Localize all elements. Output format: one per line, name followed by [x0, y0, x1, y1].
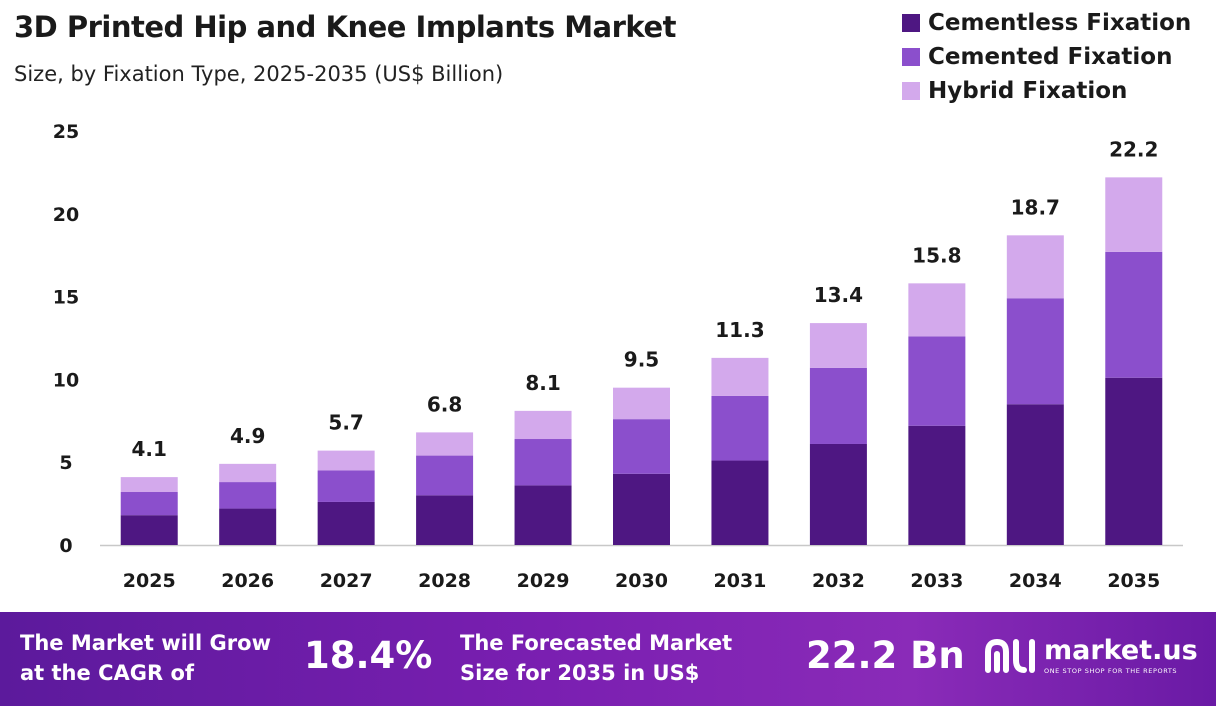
x-tick-label: 2033 [910, 570, 963, 592]
y-tick-label: 5 [59, 452, 72, 474]
footer-banner: The Market will Grow at the CAGR of 18.4… [0, 612, 1216, 706]
bar-segment-cementless-fixation [416, 495, 474, 545]
legend-label-cemented: Cemented Fixation [928, 44, 1173, 70]
bar-total-label: 15.8 [912, 243, 961, 267]
bar-segment-cementless-fixation [613, 473, 670, 545]
y-tick-label: 10 [53, 369, 79, 391]
bar-segment-cementless-fixation [317, 501, 375, 545]
chart-title: 3D Printed Hip and Knee Implants Market [14, 10, 676, 44]
bar-segment-cementless-fixation [219, 508, 277, 545]
bar-total-label: 13.4 [814, 283, 863, 307]
bar-segment-cemented-fixation [219, 482, 277, 509]
bar-segment-cemented-fixation [416, 455, 474, 496]
x-tick-label: 2029 [517, 570, 570, 592]
bar-segment-hybrid-fixation [120, 477, 178, 493]
legend-item-hybrid: Hybrid Fixation [902, 74, 1191, 108]
x-tick-label: 2034 [1009, 570, 1062, 592]
bar-total-label: 5.7 [328, 411, 363, 435]
bar-segment-cemented-fixation [1006, 298, 1064, 405]
bar-segment-cementless-fixation [809, 443, 867, 545]
bar-segment-hybrid-fixation [809, 323, 867, 368]
bar-segment-cemented-fixation [809, 367, 867, 444]
bar-segment-cemented-fixation [317, 470, 375, 502]
legend-label-cementless: Cementless Fixation [928, 10, 1192, 36]
legend-item-cementless: Cementless Fixation [902, 6, 1191, 40]
cagr-label-line1: The Market will Grow [20, 631, 271, 655]
bar-segment-hybrid-fixation [1006, 235, 1064, 299]
x-tick-label: 2025 [123, 570, 176, 592]
legend-swatch-cementless [902, 14, 920, 32]
x-tick-label: 2032 [812, 570, 865, 592]
bar-total-label: 4.1 [132, 437, 167, 461]
x-tick-label: 2027 [320, 570, 373, 592]
chart-subtitle: Size, by Fixation Type, 2025-2035 (US$ B… [14, 62, 504, 86]
bar-segment-hybrid-fixation [317, 450, 375, 471]
brand-name: market.us [1044, 635, 1198, 666]
bar-segment-hybrid-fixation [416, 432, 474, 456]
bar-segment-hybrid-fixation [514, 410, 572, 440]
bar-total-label: 6.8 [427, 392, 462, 416]
cagr-value: 18.4% [304, 634, 433, 677]
bar-total-label: 8.1 [525, 371, 560, 395]
bar-total-label: 11.3 [715, 318, 764, 342]
legend: Cementless Fixation Cemented Fixation Hy… [902, 6, 1191, 108]
bar-segment-hybrid-fixation [219, 463, 277, 483]
forecast-label: The Forecasted Market Size for 2035 in U… [460, 628, 732, 688]
bar-segment-cemented-fixation [1105, 251, 1163, 378]
bar-total-label: 18.7 [1011, 195, 1060, 219]
bar-segment-hybrid-fixation [613, 387, 670, 420]
bar-total-label: 9.5 [624, 348, 659, 372]
bar-segment-hybrid-fixation [711, 357, 769, 396]
bar-segment-cemented-fixation [908, 336, 966, 426]
bar-segment-hybrid-fixation [908, 283, 966, 337]
bar-total-label: 4.9 [230, 424, 265, 448]
brand-tagline: ONE STOP SHOP FOR THE REPORTS [1044, 667, 1178, 675]
brand-logo: market.us ONE STOP SHOP FOR THE REPORTS [984, 636, 1198, 676]
forecast-label-line2: Size for 2035 in US$ [460, 661, 700, 685]
x-tick-label: 2028 [418, 570, 471, 592]
x-tick-label: 2035 [1107, 570, 1160, 592]
bar-segment-cementless-fixation [120, 515, 178, 545]
forecast-label-line1: The Forecasted Market [460, 631, 733, 655]
bar-total-label: 22.2 [1109, 137, 1158, 161]
y-tick-label: 25 [53, 121, 79, 143]
legend-label-hybrid: Hybrid Fixation [928, 78, 1128, 104]
y-tick-label: 0 [59, 535, 72, 557]
cagr-label-line2: at the CAGR of [20, 661, 195, 685]
forecast-value: 22.2 Bn [806, 634, 965, 677]
bar-chart: 05101520254.120254.920265.720276.820288.… [53, 121, 1183, 592]
legend-swatch-hybrid [902, 82, 920, 100]
x-tick-label: 2031 [714, 570, 767, 592]
bar-segment-cementless-fixation [1105, 377, 1163, 545]
bar-segment-cementless-fixation [514, 485, 572, 545]
legend-item-cemented: Cemented Fixation [902, 40, 1191, 74]
bar-segment-cemented-fixation [613, 419, 670, 474]
bar-segment-cementless-fixation [1006, 404, 1064, 545]
x-tick-label: 2026 [221, 570, 274, 592]
bar-segment-cemented-fixation [514, 439, 572, 486]
market-us-logo-icon [985, 638, 1035, 673]
cagr-label: The Market will Grow at the CAGR of [20, 628, 271, 688]
bar-segment-cemented-fixation [120, 492, 178, 516]
bar-segment-cemented-fixation [711, 395, 769, 461]
bar-segment-cementless-fixation [908, 425, 966, 545]
legend-swatch-cemented [902, 48, 920, 66]
y-tick-label: 20 [53, 204, 79, 226]
bar-segment-hybrid-fixation [1105, 177, 1163, 252]
x-tick-label: 2030 [615, 570, 668, 592]
y-tick-label: 15 [53, 287, 79, 309]
bar-segment-cementless-fixation [711, 460, 769, 545]
